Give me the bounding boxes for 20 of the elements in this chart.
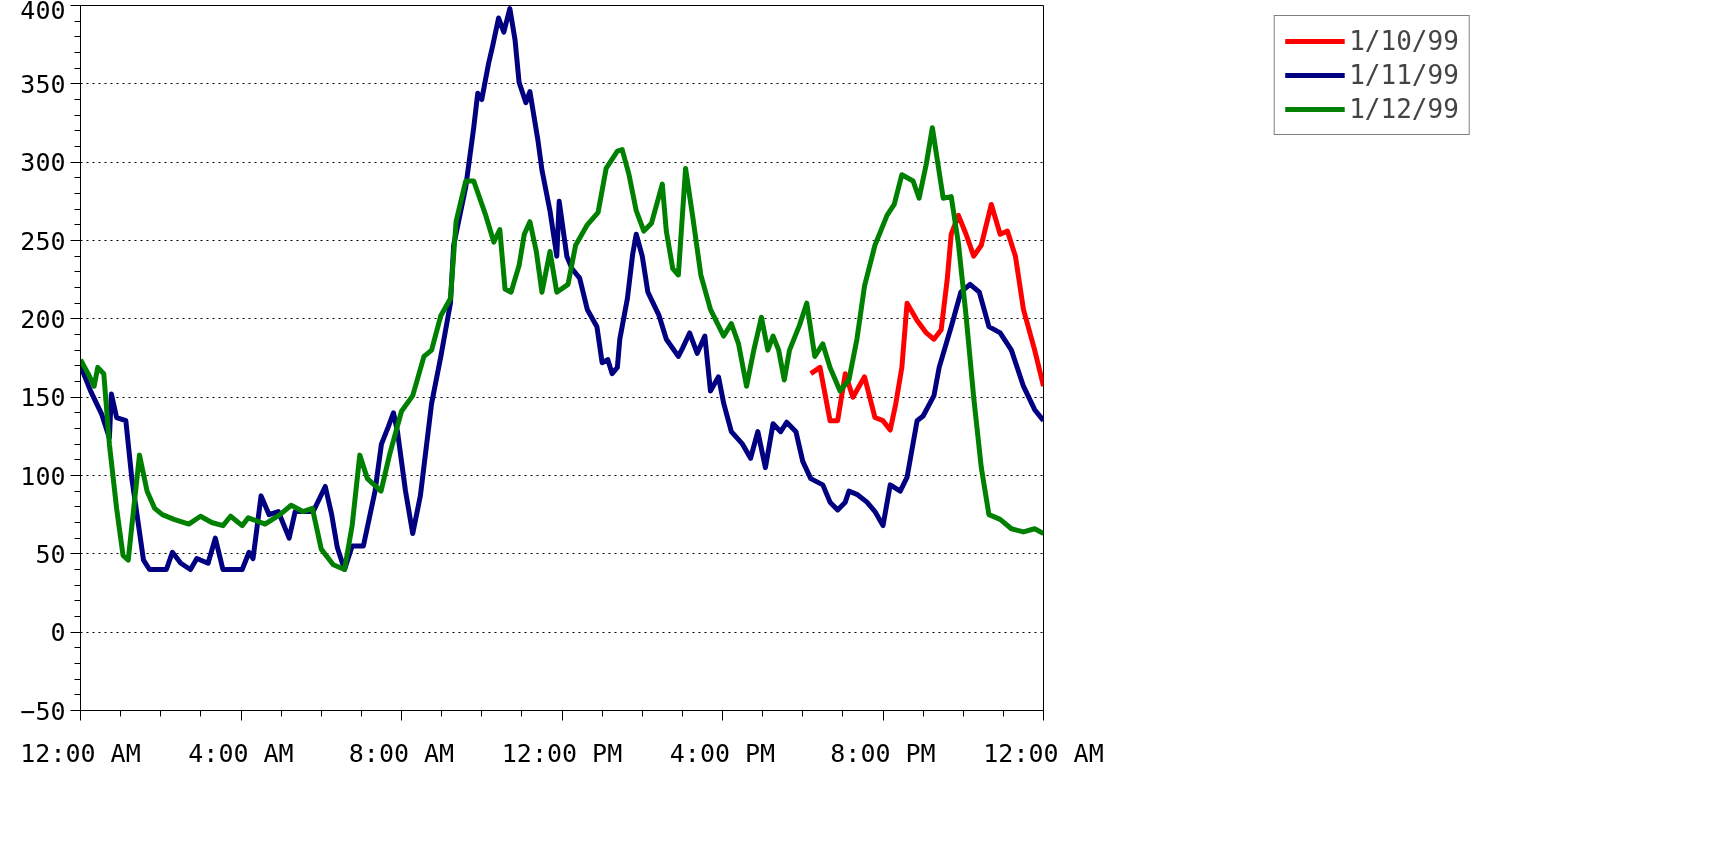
y-tick-label: 100 <box>20 461 66 491</box>
legend-label: 1/11/99 <box>1349 60 1459 90</box>
y-tick-label: 250 <box>20 226 66 256</box>
x-tick-label: 8:00 PM <box>830 738 936 768</box>
x-tick-label: 12:00 AM <box>983 738 1104 768</box>
legend-label: 1/10/99 <box>1349 26 1459 56</box>
x-tick-label: 4:00 AM <box>188 738 294 768</box>
x-tick-label: 12:00 PM <box>501 738 623 768</box>
x-tick-label: 12:00 AM <box>20 738 141 768</box>
y-tick-label: −50 <box>20 696 66 726</box>
y-tick-label: 200 <box>20 304 66 334</box>
y-tick-label: 350 <box>20 69 66 99</box>
y-tick-label: 150 <box>20 383 66 413</box>
y-tick-label: 50 <box>35 539 66 569</box>
x-tick-label: 4:00 PM <box>669 738 776 768</box>
y-tick-label: 400 <box>20 0 66 25</box>
y-tick-label: 300 <box>20 148 66 178</box>
y-tick-label: 0 <box>50 618 66 648</box>
legend-label: 1/12/99 <box>1349 94 1459 124</box>
x-tick-label: 8:00 AM <box>348 738 455 768</box>
